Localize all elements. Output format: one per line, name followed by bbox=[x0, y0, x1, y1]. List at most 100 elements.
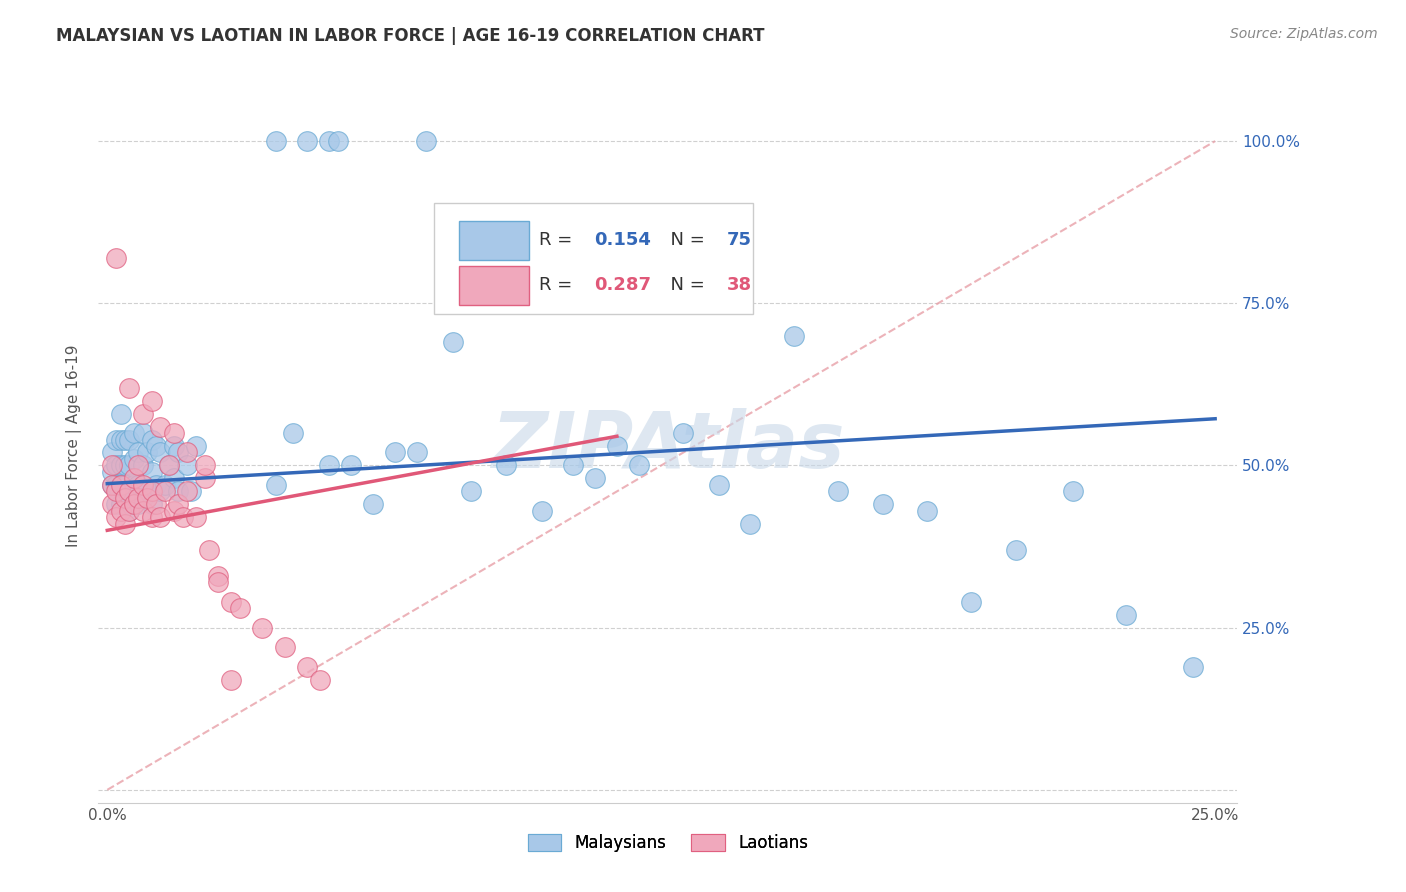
Point bbox=[606, 439, 628, 453]
Point bbox=[495, 458, 517, 473]
Point bbox=[149, 484, 172, 499]
Point bbox=[132, 407, 155, 421]
Point bbox=[415, 134, 437, 148]
Point bbox=[141, 465, 163, 479]
Point bbox=[118, 433, 141, 447]
Point bbox=[318, 458, 340, 473]
Point bbox=[167, 445, 190, 459]
Point bbox=[194, 458, 217, 473]
Point bbox=[122, 478, 145, 492]
Point bbox=[176, 458, 198, 473]
Point bbox=[163, 425, 186, 440]
Point bbox=[149, 445, 172, 459]
Point bbox=[460, 484, 482, 499]
Point bbox=[118, 484, 141, 499]
Point bbox=[1115, 607, 1137, 622]
Point bbox=[180, 484, 202, 499]
Point bbox=[100, 458, 122, 473]
Point bbox=[132, 491, 155, 505]
Point bbox=[141, 510, 163, 524]
Point bbox=[105, 478, 128, 492]
Point bbox=[163, 439, 186, 453]
Point bbox=[264, 134, 287, 148]
Point bbox=[114, 478, 136, 492]
Text: Source: ZipAtlas.com: Source: ZipAtlas.com bbox=[1230, 27, 1378, 41]
Point bbox=[100, 478, 122, 492]
Point bbox=[309, 673, 332, 687]
Point bbox=[132, 504, 155, 518]
Point bbox=[157, 458, 180, 473]
Point bbox=[198, 542, 221, 557]
Point bbox=[141, 433, 163, 447]
Point bbox=[672, 425, 695, 440]
Point bbox=[105, 510, 128, 524]
Point bbox=[122, 497, 145, 511]
FancyBboxPatch shape bbox=[460, 266, 529, 305]
Point bbox=[295, 659, 318, 673]
Point bbox=[118, 381, 141, 395]
Point bbox=[122, 497, 145, 511]
Point bbox=[207, 568, 229, 582]
Point bbox=[127, 497, 149, 511]
Point bbox=[264, 478, 287, 492]
Point bbox=[149, 419, 172, 434]
Point bbox=[118, 504, 141, 518]
Point bbox=[153, 484, 176, 499]
Point bbox=[127, 445, 149, 459]
Point bbox=[530, 504, 553, 518]
Point bbox=[110, 407, 132, 421]
Text: 38: 38 bbox=[727, 277, 752, 294]
Point bbox=[105, 497, 128, 511]
Point bbox=[283, 425, 305, 440]
Point bbox=[136, 491, 159, 505]
Point bbox=[194, 471, 217, 485]
Point bbox=[229, 601, 252, 615]
Text: ZIPAtlas: ZIPAtlas bbox=[491, 408, 845, 484]
Point bbox=[583, 471, 606, 485]
Point bbox=[827, 484, 849, 499]
Text: 0.154: 0.154 bbox=[593, 232, 651, 250]
Point bbox=[105, 251, 128, 265]
Point bbox=[127, 458, 149, 473]
Point bbox=[110, 497, 132, 511]
Point bbox=[326, 134, 349, 148]
Point bbox=[738, 516, 761, 531]
Point bbox=[153, 478, 176, 492]
Point bbox=[1062, 484, 1084, 499]
Point bbox=[122, 471, 145, 485]
Point bbox=[184, 439, 207, 453]
Point bbox=[132, 458, 155, 473]
Point bbox=[221, 673, 243, 687]
Point bbox=[132, 425, 155, 440]
Point bbox=[122, 452, 145, 467]
Point bbox=[318, 134, 340, 148]
Point bbox=[105, 458, 128, 473]
Point bbox=[110, 504, 132, 518]
Point bbox=[145, 478, 167, 492]
Text: N =: N = bbox=[659, 232, 710, 250]
Point bbox=[118, 504, 141, 518]
Point bbox=[136, 484, 159, 499]
Point bbox=[114, 497, 136, 511]
FancyBboxPatch shape bbox=[434, 203, 754, 314]
Point bbox=[295, 134, 318, 148]
Point bbox=[340, 458, 363, 473]
Point bbox=[110, 478, 132, 492]
Point bbox=[1004, 542, 1026, 557]
Point bbox=[960, 595, 983, 609]
Point bbox=[110, 458, 132, 473]
Text: R =: R = bbox=[538, 277, 578, 294]
Point bbox=[114, 458, 136, 473]
Point bbox=[252, 621, 274, 635]
Point bbox=[406, 445, 429, 459]
Point bbox=[136, 445, 159, 459]
Point bbox=[707, 478, 730, 492]
Point bbox=[157, 458, 180, 473]
Point bbox=[141, 393, 163, 408]
Point bbox=[127, 491, 149, 505]
Text: 75: 75 bbox=[727, 232, 752, 250]
Point bbox=[441, 335, 464, 350]
Point bbox=[384, 445, 406, 459]
Point bbox=[110, 433, 132, 447]
Point bbox=[783, 328, 806, 343]
